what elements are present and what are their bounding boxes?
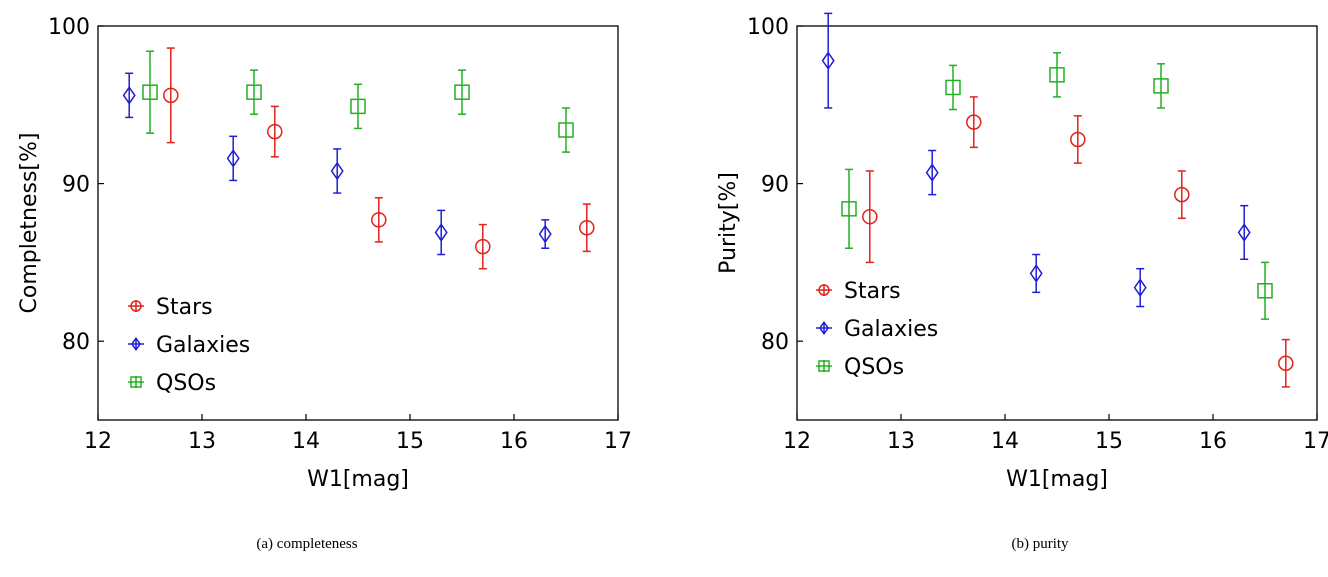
y-tick-label: 80 xyxy=(761,330,789,355)
data-point xyxy=(1049,67,1065,83)
data-point xyxy=(966,114,982,130)
data-point xyxy=(142,84,158,100)
x-tick-label: 12 xyxy=(84,429,112,454)
legend-label: QSOs xyxy=(844,355,904,380)
x-tick-label: 12 xyxy=(783,429,811,454)
data-point xyxy=(841,201,857,217)
y-axis-label: Completness[%] xyxy=(17,133,42,314)
series-stars xyxy=(862,96,1294,388)
data-point xyxy=(434,223,448,242)
data-point xyxy=(122,85,136,105)
data-point xyxy=(1029,264,1043,283)
series-galaxies xyxy=(122,72,552,256)
data-point xyxy=(558,122,574,138)
x-tick-label: 14 xyxy=(991,429,1019,454)
data-point xyxy=(538,224,552,244)
legend-item-qsos: QSOs xyxy=(128,371,216,396)
legend-marker xyxy=(131,336,141,352)
data-point xyxy=(267,123,283,140)
data-point xyxy=(1070,131,1086,148)
data-point xyxy=(1133,278,1147,297)
x-tick-label: 15 xyxy=(396,429,424,454)
data-point xyxy=(246,84,262,100)
data-point xyxy=(1153,78,1169,94)
series-stars xyxy=(163,47,595,270)
legend-marker xyxy=(130,300,142,312)
completeness-chart: 12 13 14 15 16 17 80 90 100 W1[mag] Completness[%]… xyxy=(17,15,632,552)
data-point xyxy=(1174,186,1190,203)
x-tick-label: 17 xyxy=(1303,429,1328,454)
legend-item-galaxies: Galaxies xyxy=(816,317,938,342)
legend-marker xyxy=(818,284,830,296)
series-galaxies xyxy=(821,12,1251,308)
figure-caption: (a) completeness xyxy=(256,536,357,552)
x-tick-label: 15 xyxy=(1095,429,1123,454)
series-qsos xyxy=(841,52,1273,320)
legend-marker xyxy=(818,360,830,372)
data-point xyxy=(821,51,835,71)
data-point xyxy=(925,163,939,182)
legend-marker xyxy=(130,376,142,388)
purity-chart: 12 13 14 15 16 17 80 90 100 W1[mag] Purity[%] Stars… xyxy=(716,12,1328,552)
data-point xyxy=(1278,355,1294,372)
data-point xyxy=(350,98,366,115)
x-tick-label: 13 xyxy=(188,429,216,454)
legend-label: Stars xyxy=(156,295,213,320)
data-point xyxy=(945,79,961,96)
y-tick-label: 90 xyxy=(761,173,789,198)
legend-item-stars: Stars xyxy=(128,295,213,320)
plot-frame xyxy=(796,25,1318,421)
data-point xyxy=(163,87,179,104)
y-tick-label: 90 xyxy=(62,173,90,198)
legend-item-stars: Stars xyxy=(816,279,901,304)
data-point xyxy=(226,149,240,168)
plot-frame xyxy=(97,25,619,421)
legend-item-galaxies: Galaxies xyxy=(128,333,250,358)
y-tick-label: 80 xyxy=(62,330,90,355)
y-tick-label: 100 xyxy=(48,15,90,40)
data-point xyxy=(1237,223,1251,242)
x-tick-label: 13 xyxy=(887,429,915,454)
legend-label: Stars xyxy=(844,279,901,304)
x-axis-label: W1[mag] xyxy=(307,467,409,492)
x-tick-label: 16 xyxy=(1199,429,1227,454)
x-axis-label: W1[mag] xyxy=(1006,467,1108,492)
x-tick-label: 16 xyxy=(500,429,528,454)
data-point xyxy=(579,219,595,236)
data-point xyxy=(371,212,387,228)
series-qsos xyxy=(142,50,574,153)
figure-caption: (b) purity xyxy=(1011,536,1069,552)
data-point xyxy=(862,208,878,225)
legend-label: QSOs xyxy=(156,371,216,396)
y-axis-label: Purity[%] xyxy=(716,172,741,274)
legend-label: Galaxies xyxy=(156,333,250,358)
x-tick-label: 17 xyxy=(604,429,632,454)
y-tick-label: 100 xyxy=(747,15,789,40)
data-point xyxy=(454,84,470,100)
legend-item-qsos: QSOs xyxy=(816,355,904,380)
data-point xyxy=(1257,283,1273,299)
legend-label: Galaxies xyxy=(844,317,938,342)
data-point xyxy=(475,238,491,255)
data-point xyxy=(330,161,344,181)
x-tick-label: 14 xyxy=(292,429,320,454)
legend-marker xyxy=(819,320,829,336)
